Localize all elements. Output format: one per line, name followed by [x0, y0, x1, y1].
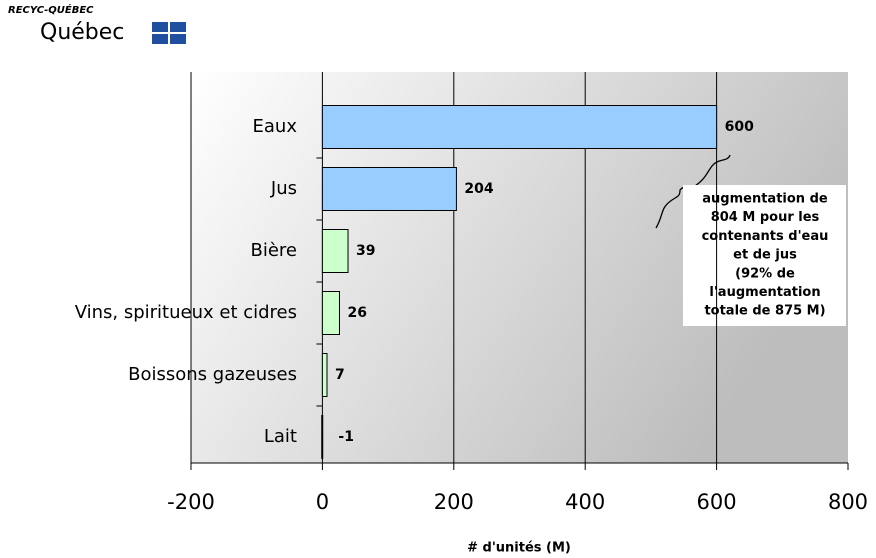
- org-name: RECYC-QUÉBEC: [8, 3, 94, 16]
- bar: [321, 353, 328, 397]
- y-tick-label: Boissons gazeuses: [128, 364, 297, 385]
- annotation-line: 804 M pour les: [711, 210, 820, 225]
- annotation-line: (92% de: [735, 266, 795, 281]
- annotation-box: [683, 185, 846, 326]
- bar: [321, 229, 349, 273]
- data-label: 7: [335, 367, 345, 383]
- y-tick-label: Bière: [250, 240, 297, 261]
- y-tick-label: Lait: [264, 426, 297, 447]
- annotation-line: augmentation de: [702, 192, 828, 207]
- annotation-line: totale de 875 M): [704, 304, 825, 319]
- x-tick-label: 0: [316, 490, 329, 514]
- x-tick-label: 800: [828, 490, 868, 514]
- annotation-line: et de jus: [733, 248, 797, 263]
- bar: [321, 291, 340, 335]
- y-tick-label: Eaux: [253, 116, 298, 137]
- data-label: -1: [338, 429, 354, 445]
- y-tick-label: Vins, spiritueux et cidres: [75, 302, 297, 323]
- data-label: 204: [464, 181, 493, 197]
- bar: [321, 415, 324, 459]
- flag-icon: [152, 22, 186, 44]
- x-tick-label: 400: [565, 490, 605, 514]
- bar: [321, 167, 457, 211]
- brand-name: Québec: [40, 20, 124, 45]
- data-label: 39: [356, 243, 375, 259]
- x-tick-label: -200: [167, 490, 215, 514]
- x-tick-label: 600: [697, 490, 737, 514]
- annotation-line: contenants d'eau: [702, 229, 829, 244]
- x-tick-label: 200: [434, 490, 474, 514]
- y-tick-label: Jus: [270, 178, 297, 199]
- bar: [321, 105, 718, 149]
- data-label: 600: [725, 119, 754, 135]
- data-label: 26: [347, 305, 366, 321]
- x-axis-label: # d'unités (M): [467, 541, 571, 556]
- annotation-line: l'augmentation: [709, 285, 820, 300]
